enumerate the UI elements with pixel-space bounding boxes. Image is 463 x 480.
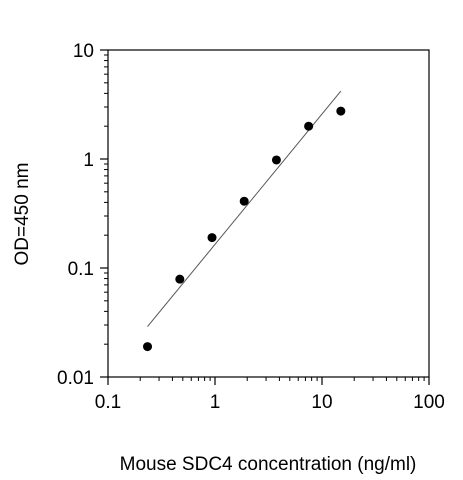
y-tick-label: 10 [73,41,94,62]
y-axis: 0.01 0.1 1 10 [57,41,108,389]
plot-frame [107,49,430,378]
x-axis: 0.1 1 10 100 [95,377,445,413]
data-point [304,121,314,131]
data-point [207,233,217,243]
data-point [175,274,185,284]
plot-area [107,49,430,378]
x-tick-label: 0.1 [95,392,121,413]
y-tick-label: 0.01 [57,368,94,389]
data-point [143,342,153,352]
x-tick-label: 10 [311,392,332,413]
y-tick-label: 1 [83,150,94,171]
y-tick-label: 0.1 [68,259,94,280]
x-tick-label: 100 [413,392,445,413]
y-axis-title: OD=450 nm [12,163,33,266]
data-point [239,196,249,206]
x-tick-label: 1 [210,392,221,413]
data-point [336,106,346,116]
data-point [271,155,281,165]
x-axis-title: Mouse SDC4 concentration (ng/ml) [120,454,417,475]
